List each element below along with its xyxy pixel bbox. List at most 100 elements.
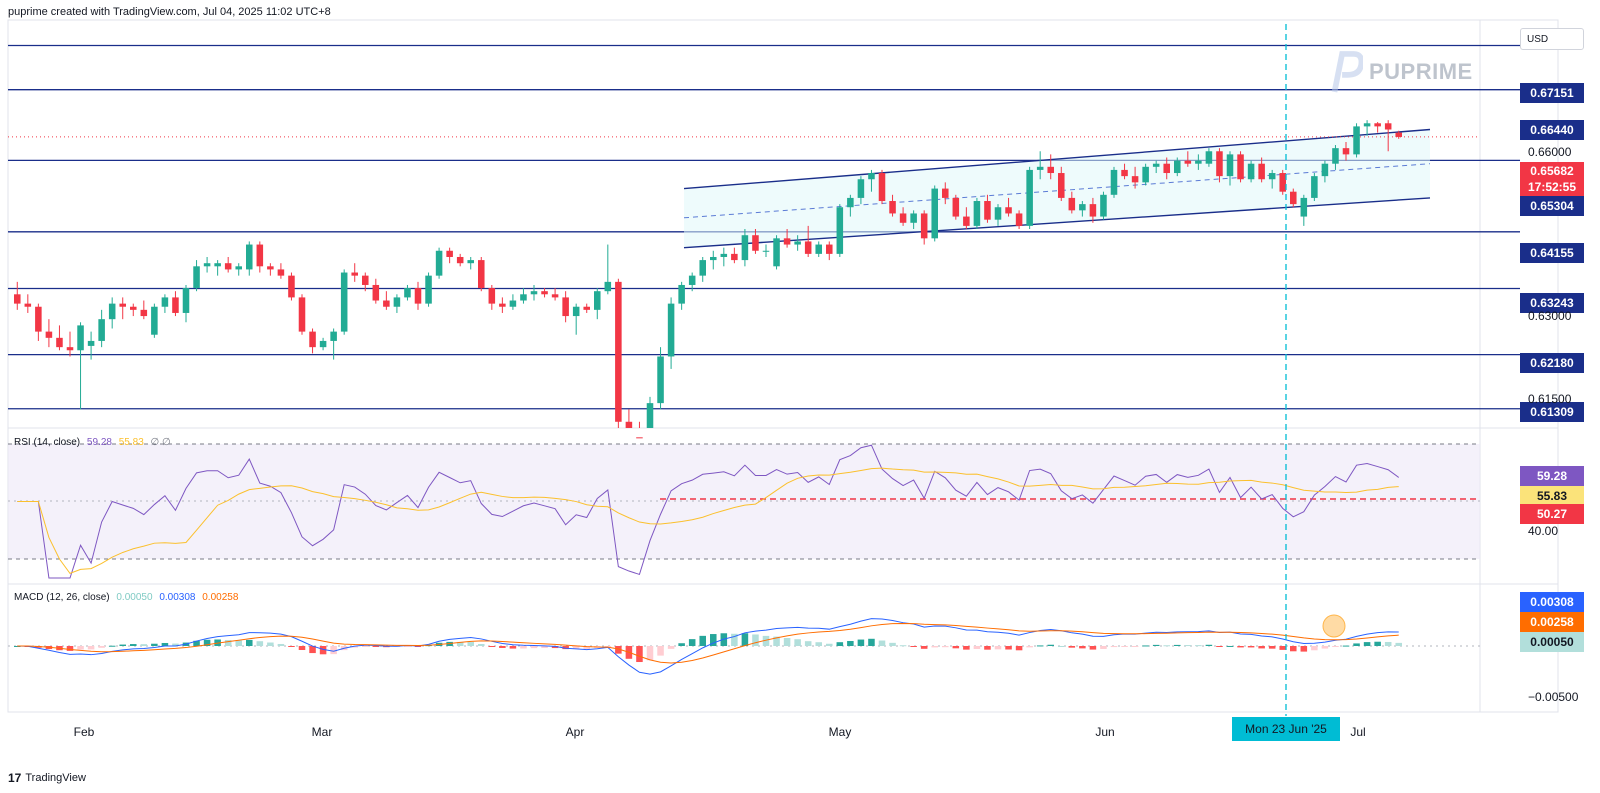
macd-histogram-bar: [994, 646, 1002, 650]
macd-histogram-bar: [1290, 646, 1297, 652]
candle-body: [868, 173, 875, 180]
macd-histogram-bar: [952, 646, 960, 649]
candle-body: [98, 319, 105, 341]
candle-body: [56, 337, 63, 348]
macd-histogram-bar: [741, 633, 749, 646]
candle-body: [456, 256, 464, 264]
candle-body: [657, 356, 664, 404]
macd-histogram-bar: [1216, 646, 1223, 647]
brand-watermark: PUPRIME: [1325, 50, 1473, 94]
level-tag: 0.61309: [1520, 402, 1584, 422]
macd-histogram-bar: [1237, 646, 1244, 648]
candle-body: [1279, 173, 1286, 192]
candle-body: [425, 275, 432, 304]
x-axis-label: Feb: [73, 725, 95, 739]
macd-histogram-bar: [899, 645, 907, 647]
macd-histogram-bar: [1131, 646, 1139, 647]
rsi-legend-name: RSI (14, close): [14, 437, 81, 448]
candle-body: [1131, 176, 1139, 183]
macd-histogram-bar: [108, 645, 116, 647]
macd-histogram-bar: [942, 646, 949, 648]
macd-histogram-bar: [161, 642, 169, 646]
macd-legend[interactable]: MACD (12, 26, close) 0.00050 0.00308 0.0…: [14, 592, 242, 603]
candle-body: [1321, 163, 1329, 177]
candle-body: [1353, 126, 1360, 155]
candle-body: [667, 303, 675, 357]
bar-countdown: 17:52:55: [1527, 180, 1577, 194]
macd-histogram-bar: [77, 646, 84, 650]
candle-body: [87, 340, 95, 346]
rsi-ma-legend-value: 55.83: [118, 437, 144, 448]
macd-histogram-bar: [140, 644, 148, 646]
macd-histogram-bar: [794, 639, 801, 646]
macd-histogram-bar: [1279, 646, 1286, 650]
macd-histogram-bar: [288, 646, 295, 647]
candle-body: [1258, 163, 1265, 180]
macd-histogram-bar: [1047, 644, 1054, 646]
macd-histogram-bar: [130, 644, 137, 646]
macd-histogram-bar: [172, 643, 179, 646]
candle-body: [583, 306, 590, 310]
macd-histogram-bar: [499, 646, 506, 648]
macd-histogram-bar: [467, 642, 474, 646]
tradingview-footer[interactable]: 17 TradingView: [8, 771, 86, 785]
candle-body: [1342, 148, 1350, 155]
candle-body: [77, 325, 84, 351]
macd-histogram-bar: [984, 646, 991, 650]
candle-body: [235, 266, 242, 270]
macd-value-tag: 0.00308: [1520, 592, 1584, 612]
candle-body: [826, 244, 833, 254]
candle-body: [414, 288, 422, 304]
candle-body: [1089, 204, 1097, 217]
price-axis-label: 0.61500: [1528, 392, 1572, 406]
level-tag: 0.63243: [1520, 293, 1584, 313]
candle-body: [1205, 151, 1213, 164]
candle-body: [1079, 204, 1086, 211]
candle-body: [1363, 123, 1371, 127]
candle-body: [1058, 173, 1065, 198]
candle-body: [910, 213, 917, 223]
macd-histogram-bar: [267, 642, 274, 646]
crosshair-date-tag: Mon 23 Jun '25: [1232, 717, 1340, 741]
macd-histogram-bar: [551, 646, 559, 649]
macd-histogram-bar: [1268, 646, 1276, 649]
candle-body: [836, 207, 844, 254]
macd-histogram-bar: [1015, 646, 1023, 651]
candle-body: [1395, 132, 1402, 137]
x-axis-label: May: [828, 725, 852, 739]
candle-body: [45, 331, 53, 338]
candle-body: [1152, 163, 1160, 167]
candle-body: [1332, 148, 1339, 164]
macd-histogram-bar: [1205, 644, 1213, 646]
macd-line: [17, 618, 1399, 675]
candle-body: [520, 294, 527, 301]
macd-histogram-bar: [530, 646, 538, 649]
macd-histogram-bar: [362, 646, 369, 647]
candle-body: [942, 188, 949, 198]
macd-histogram-bar: [1152, 644, 1160, 646]
candle-body: [1110, 169, 1118, 195]
macd-histogram-bar: [804, 641, 812, 646]
macd-histogram-bar: [562, 646, 569, 650]
macd-histogram-bar: [815, 642, 822, 646]
macd-histogram-bar: [1247, 646, 1255, 648]
macd-histogram-bar: [826, 643, 833, 646]
candle-body: [1300, 197, 1308, 217]
candle-body: [710, 256, 717, 261]
candle-body: [140, 309, 148, 317]
macd-histogram-bar: [1142, 645, 1149, 647]
macd-histogram-bar: [256, 641, 264, 646]
macd-histogram-bar: [235, 640, 242, 646]
macd-histogram-bar: [1363, 642, 1371, 646]
candle-body: [646, 403, 654, 428]
macd-histogram-bar: [963, 646, 970, 650]
macd-histogram-bar: [277, 643, 285, 646]
candle-body: [288, 275, 295, 298]
chart-frame: [7, 19, 1559, 713]
rsi-legend[interactable]: RSI (14, close) 59.28 55.83 ∅ ∅: [14, 437, 175, 448]
candle-body: [773, 238, 780, 267]
macd-axis-label: −0.00500: [1528, 690, 1579, 704]
currency-selector[interactable]: USD: [1520, 28, 1584, 50]
candle-body: [720, 253, 728, 257]
